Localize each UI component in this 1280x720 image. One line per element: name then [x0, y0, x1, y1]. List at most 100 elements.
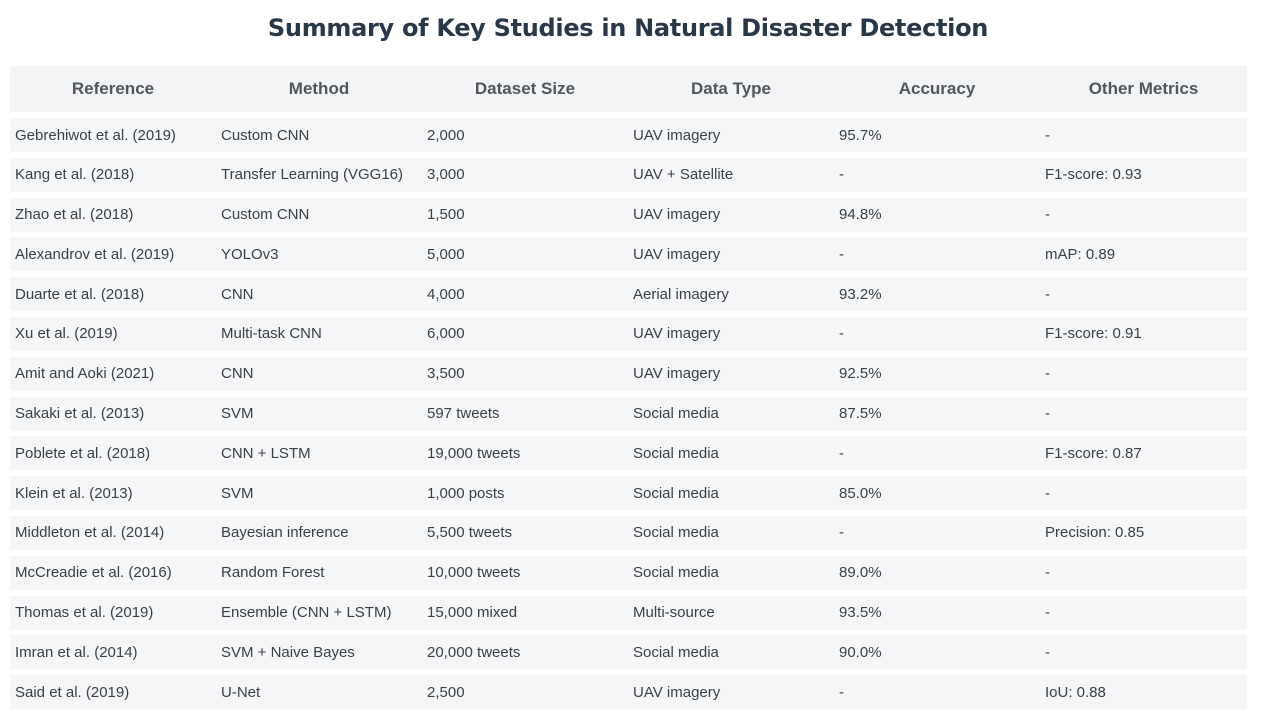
table-row: Amit and Aoki (2021) CNN 3,500 UAV imagery 9…: [10, 356, 1247, 391]
table-row: Zhao et al. (2018) Custom CNN 1,500 UAV ima…: [10, 197, 1247, 232]
accuracy-cell: 87.5%: [839, 405, 882, 423]
column-header-reference: Reference: [71, 79, 155, 98]
reference-cell: Poblete et al. (2018): [15, 444, 151, 462]
accuracy-cell: -: [839, 524, 844, 542]
data-type-cell: Social media: [633, 405, 719, 423]
method-cell: CNN + LSTM: [221, 444, 311, 462]
table-row: Klein et al. (2013) SVM 1,000 posts Social …: [10, 476, 1247, 511]
reference-cell: Said et al. (2019): [15, 683, 130, 701]
data-type-cell: Aerial imagery: [633, 285, 729, 303]
table-row: Sakaki et al. (2013) SVM 597 tweets Social …: [10, 396, 1247, 431]
table-row: Duarte et al. (2018) CNN 4,000 Aerial image…: [10, 277, 1247, 312]
table-row: Middleton et al. (2014) Bayesian inferenc…: [10, 515, 1247, 550]
dataset-size-cell: 19,000 tweets: [427, 444, 521, 462]
column-header-data-type: Data Type: [691, 79, 771, 98]
method-cell: SVM: [221, 405, 254, 423]
other-metrics-cell: -: [1045, 484, 1050, 502]
accuracy-cell: 95.7%: [839, 126, 882, 144]
table-row: Xu et al. (2019) Multi-task CNN 6,000 UAV i…: [10, 316, 1247, 351]
table-row: Alexandrov et al. (2019) YOLOv3 5,000 UAV i…: [10, 237, 1247, 272]
data-type-cell: UAV imagery: [633, 683, 721, 701]
accuracy-cell: 89.0%: [839, 564, 882, 582]
accuracy-cell: -: [839, 245, 844, 263]
table-header: Reference Method Dataset Size Data Type …: [10, 66, 1247, 112]
reference-cell: Alexandrov et al. (2019): [15, 245, 175, 263]
column-header-accuracy: Accuracy: [898, 79, 976, 98]
other-metrics-cell: -: [1045, 604, 1050, 622]
method-cell: YOLOv3: [221, 245, 279, 263]
data-type-cell: Social media: [633, 643, 719, 661]
column-header-other-metrics: Other Metrics: [1088, 79, 1199, 98]
other-metrics-cell: -: [1045, 285, 1050, 303]
page-title: Summary of Key Studies in Natural Disast…: [267, 14, 989, 42]
accuracy-cell: -: [839, 166, 844, 184]
accuracy-cell: 94.8%: [839, 206, 882, 224]
accuracy-cell: 93.5%: [839, 604, 882, 622]
dataset-size-cell: 3,500: [427, 365, 465, 383]
other-metrics-cell: -: [1045, 564, 1050, 582]
table-row: Poblete et al. (2018) CNN + LSTM 19,000 tw…: [10, 436, 1247, 471]
other-metrics-cell: -: [1045, 206, 1050, 224]
accuracy-cell: -: [839, 683, 844, 701]
dataset-size-cell: 2,000: [427, 126, 465, 144]
dataset-size-cell: 5,000: [427, 245, 465, 263]
column-header-dataset-size: Dataset Size: [474, 79, 576, 98]
data-type-cell: UAV imagery: [633, 126, 721, 144]
dataset-size-cell: 1,000 posts: [427, 484, 505, 502]
other-metrics-cell: F1-score: 0.87: [1045, 444, 1142, 462]
accuracy-cell: 93.2%: [839, 285, 882, 303]
method-cell: Transfer Learning (VGG16): [221, 166, 404, 184]
reference-cell: Gebrehiwot et al. (2019): [15, 126, 176, 144]
dataset-size-cell: 4,000: [427, 285, 465, 303]
data-type-cell: UAV imagery: [633, 365, 721, 383]
other-metrics-cell: F1-score: 0.93: [1045, 166, 1142, 184]
reference-cell: Sakaki et al. (2013): [15, 405, 145, 423]
dataset-size-cell: 2,500: [427, 683, 465, 701]
dataset-size-cell: 597 tweets: [427, 405, 500, 423]
dataset-size-cell: 15,000 mixed: [427, 604, 518, 622]
accuracy-cell: 85.0%: [839, 484, 882, 502]
method-cell: Ensemble (CNN + LSTM): [221, 604, 392, 622]
method-cell: CNN: [221, 285, 254, 303]
data-type-cell: UAV + Satellite: [633, 166, 734, 184]
method-cell: Custom CNN: [221, 126, 310, 144]
table-row: Gebrehiwot et al. (2019) Custom CNN 2,000 U…: [10, 118, 1247, 152]
method-cell: CNN: [221, 365, 254, 383]
data-type-cell: Social media: [633, 524, 719, 542]
accuracy-cell: -: [839, 325, 844, 343]
dataset-size-cell: 3,000: [427, 166, 465, 184]
data-type-cell: Social media: [633, 444, 719, 462]
other-metrics-cell: F1-score: 0.91: [1045, 325, 1142, 343]
method-cell: SVM: [221, 484, 254, 502]
reference-cell: McCreadie et al. (2016): [15, 564, 172, 582]
data-type-cell: UAV imagery: [633, 325, 721, 343]
method-cell: Custom CNN: [221, 206, 310, 224]
dataset-size-cell: 5,500 tweets: [427, 524, 513, 542]
accuracy-cell: -: [839, 444, 844, 462]
table-body: Gebrehiwot et al. (2019) Custom CNN 2,000 U…: [10, 118, 1247, 710]
reference-cell: Amit and Aoki (2021): [15, 365, 155, 383]
other-metrics-cell: mAP: 0.89: [1045, 245, 1116, 263]
reference-cell: Klein et al. (2013): [15, 484, 133, 502]
other-metrics-cell: IoU: 0.88: [1045, 683, 1106, 701]
other-metrics-cell: -: [1045, 643, 1050, 661]
data-type-cell: Multi-source: [633, 604, 715, 622]
reference-cell: Xu et al. (2019): [15, 325, 118, 343]
accuracy-cell: 92.5%: [839, 365, 882, 383]
data-type-cell: Social media: [633, 484, 719, 502]
reference-cell: Middleton et al. (2014): [15, 524, 165, 542]
reference-cell: Zhao et al. (2018): [15, 206, 134, 224]
table-row: Said et al. (2019) U-Net 2,500 UAV imagery -…: [10, 675, 1247, 710]
other-metrics-cell: Precision: 0.85: [1045, 524, 1145, 542]
data-type-cell: Social media: [633, 564, 719, 582]
other-metrics-cell: -: [1045, 405, 1050, 423]
other-metrics-cell: -: [1045, 365, 1050, 383]
method-cell: Multi-task CNN: [221, 325, 322, 343]
table-row: Thomas et al. (2019) Ensemble (CNN + LSTM…: [10, 595, 1247, 630]
column-header-method: Method: [288, 79, 350, 98]
table-row: McCreadie et al. (2016) Random Forest 10,0…: [10, 555, 1247, 590]
dataset-size-cell: 6,000: [427, 325, 465, 343]
dataset-size-cell: 10,000 tweets: [427, 564, 521, 582]
method-cell: U-Net: [221, 683, 261, 701]
method-cell: Bayesian inference: [221, 524, 349, 542]
